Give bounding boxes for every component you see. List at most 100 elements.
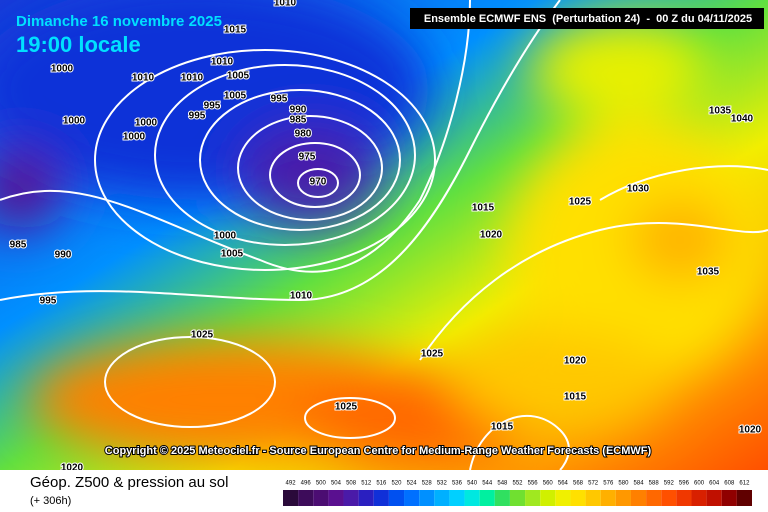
isobar-label: 990 (290, 105, 307, 116)
scale-label: 492 (286, 481, 297, 487)
scale-label: 544 (482, 481, 493, 487)
scale-label: 572 (588, 481, 599, 487)
isobar-label: 1000 (63, 116, 86, 127)
scale-swatch (721, 490, 737, 506)
scale-swatch (706, 490, 722, 506)
run-info: Ensemble ECMWF ENS (Perturbation 24) - 0… (424, 13, 752, 25)
color-scale: 492 496 500 504 508 512 516 520 524 528 532 536 540 5… (283, 481, 752, 506)
isobar-label: 1040 (731, 114, 754, 125)
scale-label: 496 (301, 481, 312, 487)
isobar-label: 1005 (224, 91, 247, 102)
isobar-label: 1020 (480, 230, 503, 241)
local-time: 19:00 locale (16, 32, 141, 57)
isobar-label: 1035 (709, 106, 732, 117)
scale-label: 600 (694, 481, 705, 487)
scale-swatch (479, 490, 495, 506)
scale-swatch (283, 490, 299, 506)
copyright: Copyright © 2025 Meteociel.fr - Source E… (105, 445, 652, 457)
scale-swatch (464, 490, 480, 506)
scale-label: 596 (679, 481, 690, 487)
isobar-label: 990 (55, 250, 72, 261)
isobar-label: 995 (271, 94, 288, 105)
isobar-label: 1000 (123, 132, 146, 143)
isobar-label: 1035 (697, 267, 720, 278)
scale-swatch (358, 490, 374, 506)
scale-swatch (298, 490, 314, 506)
isobar-label: 1020 (564, 356, 587, 367)
scale-swatch (555, 490, 571, 506)
scale-swatch (570, 490, 586, 506)
isobar-label: 975 (299, 152, 316, 163)
isobar-label: 1015 (564, 392, 587, 403)
scale-label: 508 (346, 481, 357, 487)
scale-swatch (449, 490, 465, 506)
scale-swatch (736, 490, 752, 506)
isobar-label: 1010 (274, 0, 297, 9)
isobar-label: 1015 (224, 25, 247, 36)
footer-title: Géop. Z500 & pression au sol (30, 474, 228, 491)
scale-swatch (509, 490, 526, 506)
scale-swatch (540, 490, 556, 506)
map-background (0, 0, 768, 470)
scale-label: 604 (709, 481, 720, 487)
scale-label: 588 (649, 481, 660, 487)
scale-label: 512 (361, 481, 372, 487)
scale-swatch (388, 490, 405, 506)
isobar-label: 1020 (739, 425, 762, 436)
scale-swatch (691, 490, 707, 506)
scale-label: 528 (422, 481, 433, 487)
isobar-label: 1015 (491, 422, 514, 433)
isobars (0, 0, 768, 470)
scale-label: 584 (634, 481, 645, 487)
scale-label: 612 (739, 481, 750, 487)
isobar-label: 995 (204, 101, 221, 112)
scale-label: 552 (512, 481, 523, 487)
isobar-label: 1010 (211, 57, 234, 68)
scale-label: 536 (452, 481, 463, 487)
isobar-label: 1005 (221, 249, 244, 260)
run-banner (410, 8, 764, 29)
scale-swatch (661, 490, 677, 506)
scale-swatch (646, 490, 662, 506)
isobar-label: 1000 (51, 64, 74, 75)
scale-swatch (600, 490, 616, 506)
scale-label: 576 (603, 481, 614, 487)
scale-swatch (404, 490, 420, 506)
isobar-label: 1025 (335, 402, 358, 413)
isobar-label: 995 (189, 111, 206, 122)
scale-swatch (313, 490, 329, 506)
scale-swatch (419, 490, 435, 506)
scale-swatch (373, 490, 389, 506)
isobar-label: 1000 (214, 231, 237, 242)
isobar-label: 1010 (181, 73, 204, 84)
scale-label: 592 (664, 481, 675, 487)
scale-label: 560 (543, 481, 554, 487)
scale-label: 580 (618, 481, 629, 487)
scale-label: 520 (391, 481, 402, 487)
scale-label: 500 (316, 481, 327, 487)
scale-label: 608 (724, 481, 735, 487)
scale-label: 540 (467, 481, 478, 487)
scale-label: 564 (558, 481, 569, 487)
scale-swatch (434, 490, 450, 506)
isobar-label: 1010 (132, 73, 155, 84)
date: Dimanche 16 novembre 2025 (16, 13, 222, 30)
isobar-label: 1025 (191, 330, 214, 341)
isobar-label: 1000 (135, 118, 158, 129)
scale-label: 532 (437, 481, 448, 487)
scale-label: 568 (573, 481, 584, 487)
isobar-label: 985 (10, 240, 27, 251)
isobar-label: 995 (40, 296, 57, 307)
scale-swatch (494, 490, 510, 506)
scale-swatch (615, 490, 631, 506)
scale-label: 524 (407, 481, 418, 487)
lead-time: (+ 306h) (30, 495, 71, 507)
scale-label: 548 (497, 481, 508, 487)
scale-swatch (676, 490, 692, 506)
isobar-label: 1015 (472, 203, 495, 214)
isobar-label: 1025 (569, 197, 592, 208)
isobar-label: 1030 (627, 184, 650, 195)
isobar-label: 985 (290, 115, 307, 126)
